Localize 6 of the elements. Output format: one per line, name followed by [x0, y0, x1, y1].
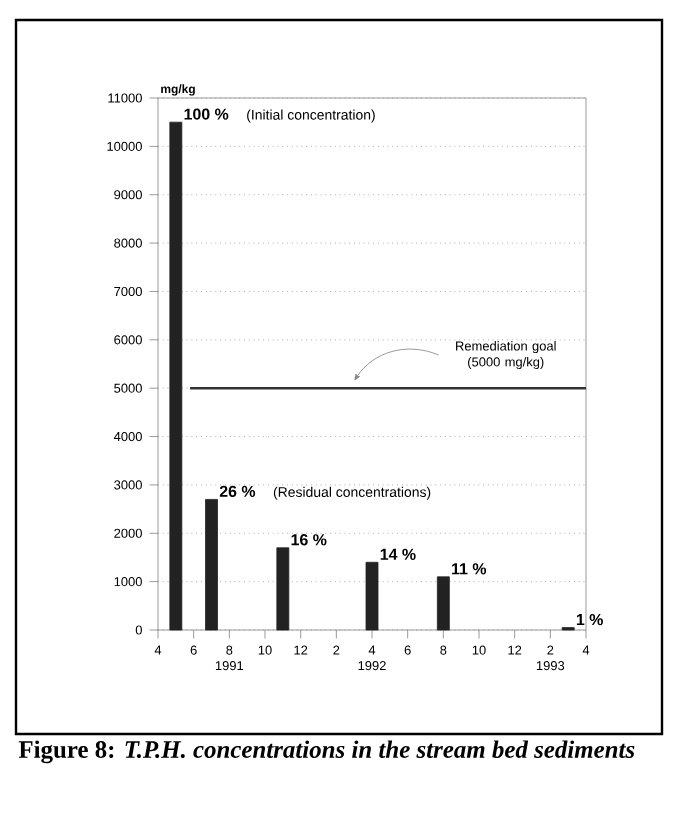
bar	[205, 499, 218, 631]
bar	[276, 547, 290, 631]
text: Figure 8: T.P.H. concentrations in the stream bed sediments	[18, 740, 635, 764]
bar	[365, 561, 379, 631]
bar	[436, 576, 450, 631]
bar	[169, 121, 183, 631]
